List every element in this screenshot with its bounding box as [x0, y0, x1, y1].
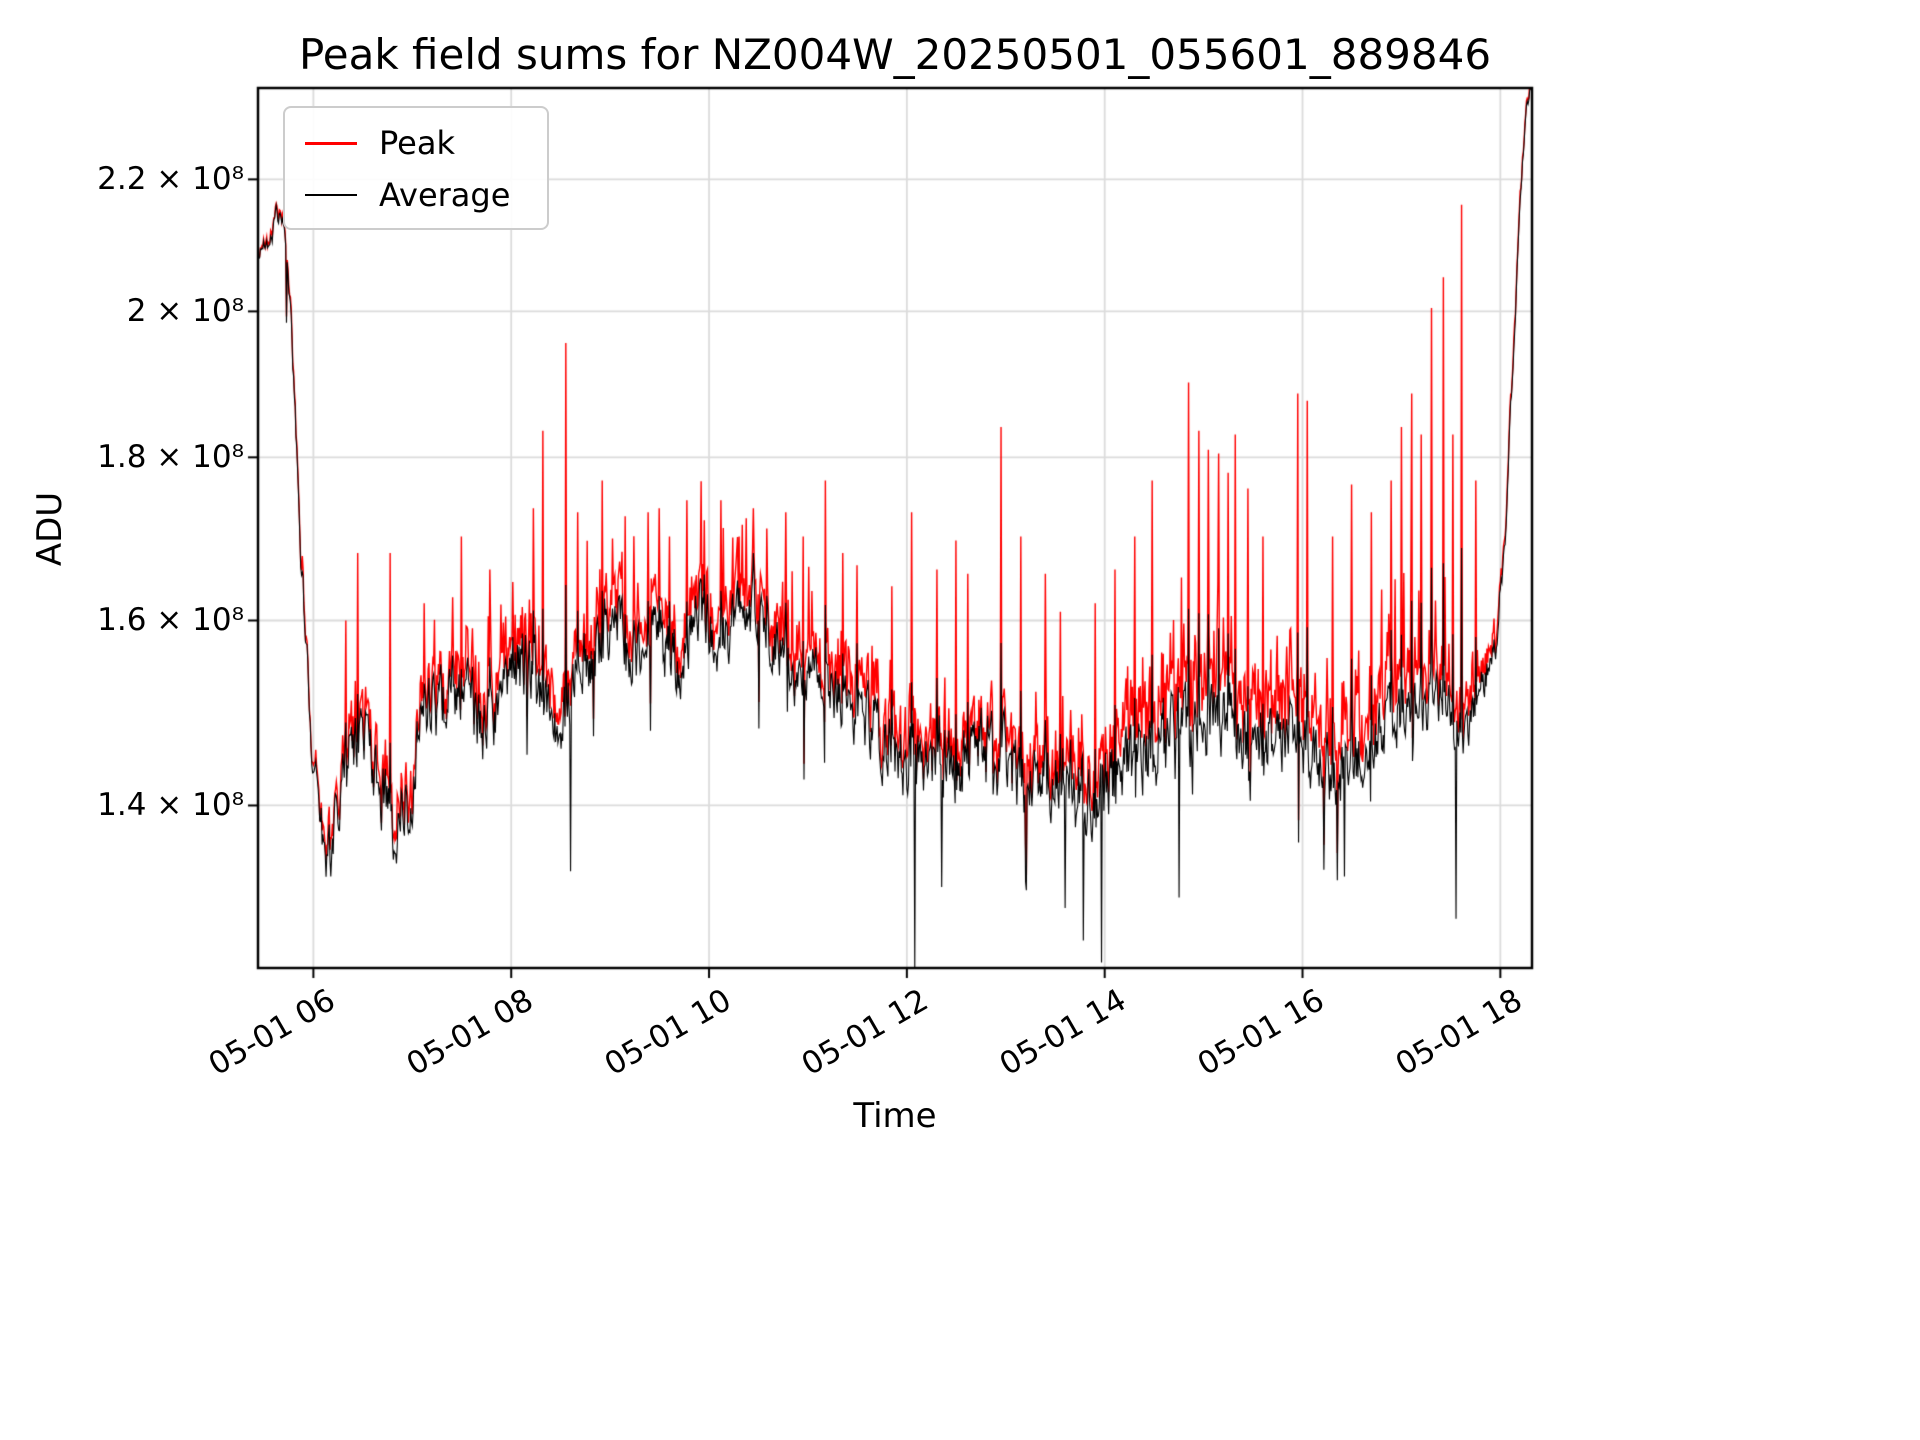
peak-line-swatch	[305, 141, 357, 145]
legend: Peak Average	[283, 106, 549, 230]
legend-label-average: Average	[379, 176, 511, 214]
average-line-swatch	[305, 194, 357, 196]
legend-label-peak: Peak	[379, 124, 455, 162]
chart-title: Peak field sums for NZ004W_20250501_0556…	[298, 30, 1492, 79]
legend-item-peak: Peak	[285, 124, 547, 162]
legend-item-average: Average	[285, 176, 547, 214]
x-axis-label: Time	[853, 1096, 937, 1136]
y-axis-label: ADU	[30, 491, 70, 567]
